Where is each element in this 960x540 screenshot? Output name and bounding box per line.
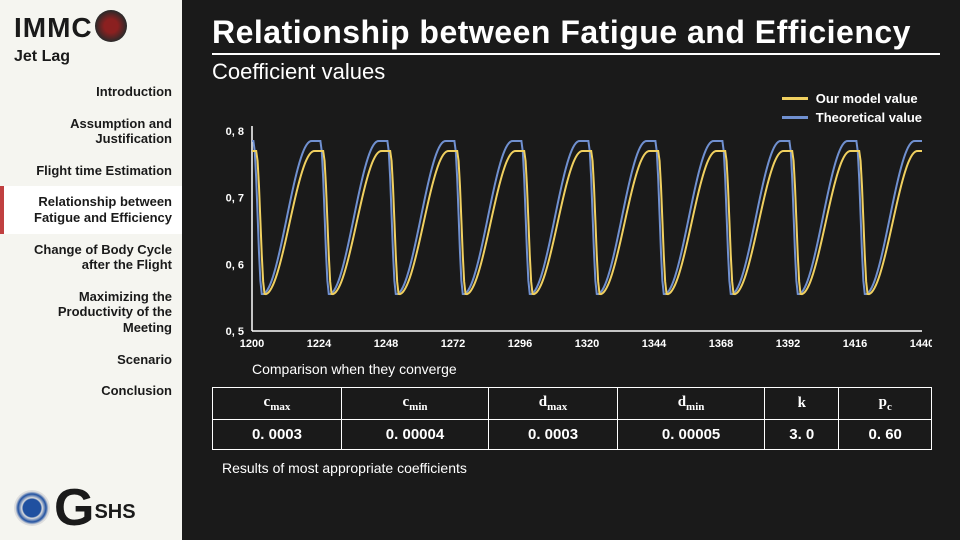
nav-item[interactable]: Introduction — [0, 76, 182, 108]
table-header: dmin — [617, 388, 764, 420]
table-caption: Results of most appropriate coefficients — [222, 460, 940, 476]
nav-item[interactable]: Maximizing the Productivity of the Meeti… — [0, 281, 182, 344]
svg-text:1224: 1224 — [307, 338, 332, 350]
legend-label: Theoretical value — [816, 110, 922, 125]
svg-text:1272: 1272 — [441, 338, 465, 350]
table-cell: 0. 0003 — [213, 420, 342, 450]
nav-item[interactable]: Relationship between Fatigue and Efficie… — [0, 186, 182, 233]
table-cell: 0. 0003 — [489, 420, 618, 450]
table-cell: 0. 00005 — [617, 420, 764, 450]
table-header: cmax — [213, 388, 342, 420]
legend-swatch-icon — [782, 97, 808, 100]
coefficients-table: cmaxcmindmaxdminkpc 0. 00030. 000040. 00… — [212, 387, 932, 450]
table-header: dmax — [489, 388, 618, 420]
legend-swatch-icon — [782, 116, 808, 119]
footer-logo: G SHS — [14, 490, 136, 526]
svg-text:0, 6: 0, 6 — [226, 259, 244, 271]
svg-text:1344: 1344 — [642, 338, 667, 350]
table-header: cmin — [341, 388, 488, 420]
page-title: Relationship between Fatigue and Efficie… — [212, 14, 940, 55]
svg-text:1392: 1392 — [776, 338, 800, 350]
table-header: pc — [839, 388, 932, 420]
svg-text:1296: 1296 — [508, 338, 532, 350]
legend-label: Our model value — [816, 91, 918, 106]
nav-item[interactable]: Scenario — [0, 344, 182, 376]
nav-item[interactable]: Flight time Estimation — [0, 155, 182, 187]
chart-container: Our model valueTheoretical value 0, 50, … — [212, 91, 932, 359]
nav-item[interactable]: Change of Body Cycle after the Flight — [0, 234, 182, 281]
svg-text:1320: 1320 — [575, 338, 599, 350]
table-cell: 0. 00004 — [341, 420, 488, 450]
nav-item[interactable]: Assumption and Justification — [0, 108, 182, 155]
table-cell: 0. 60 — [839, 420, 932, 450]
legend-item: Theoretical value — [782, 110, 922, 125]
brand: IMMC — [0, 0, 182, 48]
legend-item: Our model value — [782, 91, 922, 106]
nav-list: IntroductionAssumption and Justification… — [0, 76, 182, 407]
svg-text:1416: 1416 — [843, 338, 867, 350]
main-content: Relationship between Fatigue and Efficie… — [182, 0, 960, 540]
chart-subtitle: Coefficient values — [212, 59, 940, 85]
svg-text:0, 8: 0, 8 — [226, 126, 244, 138]
footer-shs: SHS — [94, 501, 135, 524]
table-header: k — [765, 388, 839, 420]
chart-legend: Our model value Theoretical value — [782, 91, 922, 129]
svg-text:0, 7: 0, 7 — [226, 193, 244, 205]
nav-item[interactable]: Conclusion — [0, 375, 182, 407]
svg-text:1248: 1248 — [374, 338, 398, 350]
svg-text:1368: 1368 — [709, 338, 733, 350]
school-badge-icon — [14, 490, 50, 526]
presentation-subtitle: Jet Lag — [0, 48, 182, 76]
table-cell: 3. 0 — [765, 420, 839, 450]
svg-text:1440: 1440 — [910, 338, 932, 350]
sidebar: IMMC Jet Lag IntroductionAssumption and … — [0, 0, 182, 540]
footer-g: G — [54, 490, 94, 526]
svg-text:1200: 1200 — [240, 338, 264, 350]
chart-caption: Comparison when they converge — [252, 361, 940, 377]
brand-logo-icon — [95, 10, 127, 42]
line-chart: 0, 5 0, 6 0, 7 0, 8 1200 1224 1248 1272 1296 1320… — [212, 91, 932, 359]
svg-text:0, 5: 0, 5 — [226, 326, 244, 338]
